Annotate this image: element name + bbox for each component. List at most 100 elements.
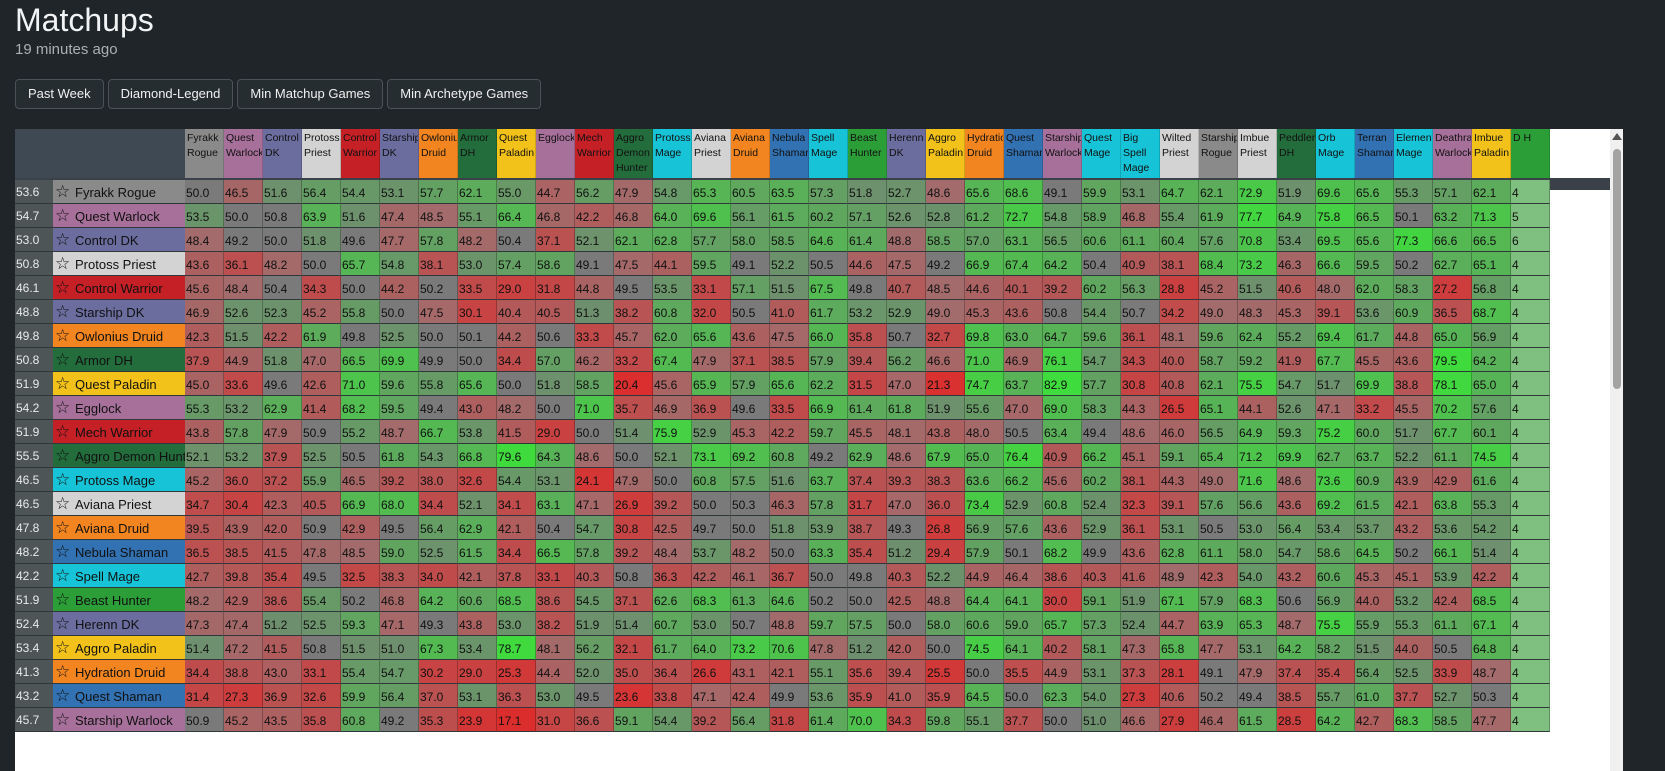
matchup-cell[interactable]: 52.9: [692, 420, 731, 444]
matchup-cell[interactable]: 58.5: [1433, 708, 1472, 732]
matchup-cell[interactable]: 57.6: [1472, 396, 1511, 420]
matchup-cell[interactable]: 38.5: [1277, 684, 1316, 708]
matchup-cell[interactable]: 59.5: [1355, 252, 1394, 276]
matchup-cell[interactable]: 38.7: [848, 516, 887, 540]
star-icon[interactable]: ☆: [55, 230, 71, 249]
matchup-cell[interactable]: 73.2: [1238, 252, 1277, 276]
matchup-cell[interactable]: 44.7: [1160, 612, 1199, 636]
column-header[interactable]: Aggro Paladin: [926, 129, 965, 178]
matchup-cell[interactable]: 45.2: [185, 468, 224, 492]
matchup-cell[interactable]: 53.1: [1121, 180, 1160, 204]
matchup-cell[interactable]: 60.8: [1043, 492, 1082, 516]
matchup-cell[interactable]: 42.2: [1472, 564, 1511, 588]
matchup-cell[interactable]: 57.9: [731, 372, 770, 396]
matchup-cell[interactable]: 50.3: [731, 492, 770, 516]
matchup-cell[interactable]: 53.2: [1394, 588, 1433, 612]
matchup-cell[interactable]: 53.0: [1238, 516, 1277, 540]
matchup-cell[interactable]: 29.0: [536, 420, 575, 444]
matchup-cell[interactable]: 44.8: [575, 276, 614, 300]
matchup-cell[interactable]: 51.6: [341, 204, 380, 228]
matchup-cell[interactable]: 26.6: [692, 660, 731, 684]
column-header[interactable]: Starship Rogue: [1199, 129, 1238, 178]
matchup-cell[interactable]: 48.9: [1160, 564, 1199, 588]
matchup-cell[interactable]: 37.7: [1004, 708, 1043, 732]
star-icon[interactable]: ☆: [55, 278, 71, 297]
matchup-cell[interactable]: 52.9: [1082, 516, 1121, 540]
matchup-cell[interactable]: 43.8: [926, 420, 965, 444]
matchup-cell[interactable]: 61.9: [1199, 204, 1238, 228]
matchup-cell[interactable]: 59.7: [809, 420, 848, 444]
matchup-cell[interactable]: 38.3: [926, 468, 965, 492]
matchup-cell[interactable]: 44.0: [1355, 588, 1394, 612]
matchup-cell[interactable]: 46.5: [341, 468, 380, 492]
matchup-cell[interactable]: 68.7: [1472, 300, 1511, 324]
matchup-cell[interactable]: 51.6: [770, 468, 809, 492]
matchup-cell[interactable]: 4: [1511, 492, 1550, 516]
matchup-cell[interactable]: 38.6: [536, 588, 575, 612]
matchup-cell[interactable]: 27.3: [224, 684, 263, 708]
matchup-cell[interactable]: 70.8: [1238, 228, 1277, 252]
matchup-cell[interactable]: 52.7: [887, 180, 926, 204]
matchup-cell[interactable]: 32.6: [458, 468, 497, 492]
matchup-cell[interactable]: 58.5: [770, 228, 809, 252]
matchup-cell[interactable]: 36.6: [575, 708, 614, 732]
matchup-cell[interactable]: 4: [1511, 588, 1550, 612]
matchup-cell[interactable]: 61.4: [809, 708, 848, 732]
matchup-cell[interactable]: 53.8: [458, 420, 497, 444]
matchup-cell[interactable]: 44.6: [848, 252, 887, 276]
matchup-cell[interactable]: 42.4: [1433, 588, 1472, 612]
matchup-cell[interactable]: 52.2: [1394, 444, 1433, 468]
matchup-cell[interactable]: 41.4: [302, 396, 341, 420]
matchup-cell[interactable]: 37.1: [731, 348, 770, 372]
matchup-cell[interactable]: 63.5: [770, 180, 809, 204]
archetype-row-header[interactable]: ☆ Starship DK: [53, 300, 185, 324]
matchup-cell[interactable]: 46.9: [653, 396, 692, 420]
matchup-cell[interactable]: 61.5: [770, 204, 809, 228]
matchup-cell[interactable]: 4: [1511, 252, 1550, 276]
column-header[interactable]: Mech Warrior: [575, 129, 614, 178]
matchup-cell[interactable]: 31.0: [536, 708, 575, 732]
matchup-cell[interactable]: 55.0: [497, 180, 536, 204]
matchup-cell[interactable]: 50.0: [380, 300, 419, 324]
matchup-cell[interactable]: 48.2: [263, 252, 302, 276]
matchup-cell[interactable]: 42.3: [1199, 564, 1238, 588]
matchup-cell[interactable]: 35.4: [848, 540, 887, 564]
matchup-cell[interactable]: 43.6: [1043, 516, 1082, 540]
matchup-cell[interactable]: 52.1: [653, 444, 692, 468]
matchup-cell[interactable]: 42.2: [575, 204, 614, 228]
matchup-cell[interactable]: 40.2: [1043, 636, 1082, 660]
matchup-cell[interactable]: 62.1: [1472, 180, 1511, 204]
matchup-cell[interactable]: 77.3: [1394, 228, 1433, 252]
matchup-cell[interactable]: 39.4: [887, 660, 926, 684]
matchup-cell[interactable]: 59.3: [341, 612, 380, 636]
matchup-cell[interactable]: 57.4: [497, 252, 536, 276]
star-icon[interactable]: ☆: [55, 446, 71, 465]
matchup-cell[interactable]: 4: [1511, 636, 1550, 660]
matchup-cell[interactable]: 53.1: [1160, 516, 1199, 540]
star-icon[interactable]: ☆: [55, 686, 71, 705]
matchup-cell[interactable]: 61.8: [380, 444, 419, 468]
matchup-cell[interactable]: 65.9: [692, 372, 731, 396]
matchup-cell[interactable]: 53.1: [380, 180, 419, 204]
matchup-cell[interactable]: 59.5: [692, 252, 731, 276]
matchup-cell[interactable]: 51.0: [380, 636, 419, 660]
matchup-cell[interactable]: 37.3: [1121, 660, 1160, 684]
matchup-cell[interactable]: 46.8: [1121, 204, 1160, 228]
matchup-cell[interactable]: 32.1: [614, 636, 653, 660]
matchup-cell[interactable]: 65.6: [965, 180, 1004, 204]
matchup-cell[interactable]: 58.7: [1199, 348, 1238, 372]
matchup-cell[interactable]: 41.5: [263, 540, 302, 564]
archetype-row-header[interactable]: ☆ Owlonius Druid: [53, 324, 185, 348]
matchup-cell[interactable]: 68.0: [380, 492, 419, 516]
archetype-row-header[interactable]: ☆ Aviana Priest: [53, 492, 185, 516]
star-icon[interactable]: ☆: [55, 206, 71, 225]
matchup-cell[interactable]: 54.4: [341, 180, 380, 204]
matchup-cell[interactable]: 4: [1511, 396, 1550, 420]
matchup-cell[interactable]: 36.1: [1121, 324, 1160, 348]
matchup-cell[interactable]: 5: [1511, 204, 1550, 228]
matchup-cell[interactable]: 61.2: [965, 204, 1004, 228]
matchup-cell[interactable]: 75.8: [1316, 204, 1355, 228]
matchup-cell[interactable]: 67.1: [1160, 588, 1199, 612]
matchup-cell[interactable]: 32.5: [341, 564, 380, 588]
matchup-cell[interactable]: 50.7: [1121, 300, 1160, 324]
